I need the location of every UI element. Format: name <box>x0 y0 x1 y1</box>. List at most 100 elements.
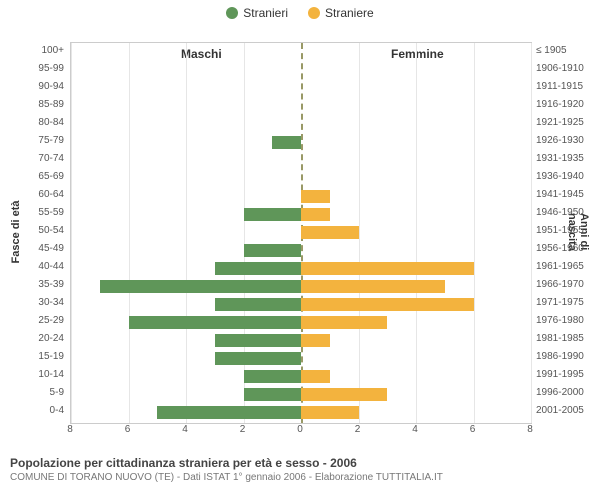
bar-male <box>244 208 302 221</box>
x-tick: 4 <box>412 424 418 435</box>
footer-title: Popolazione per cittadinanza straniera p… <box>10 456 590 470</box>
y-tick-birth: 1986-1990 <box>536 348 598 366</box>
bar-male <box>215 262 301 275</box>
y-tick-birth: 1981-1985 <box>536 330 598 348</box>
bar-female <box>301 406 359 419</box>
y-tick-age: 75-79 <box>4 132 64 150</box>
pyramid-row <box>71 61 531 79</box>
y-tick-birth: 1966-1970 <box>536 276 598 294</box>
pyramid-row <box>71 151 531 169</box>
legend-item-male: Stranieri <box>226 6 288 20</box>
pyramid-row <box>71 385 531 403</box>
y-tick-age: 10-14 <box>4 366 64 384</box>
bar-male <box>244 244 302 257</box>
bar-male <box>215 334 301 347</box>
footer: Popolazione per cittadinanza straniera p… <box>0 452 600 483</box>
pyramid-row <box>71 97 531 115</box>
bar-male <box>244 388 302 401</box>
x-tick: 2 <box>240 424 246 435</box>
pyramid-row <box>71 259 531 277</box>
bar-female <box>301 262 474 275</box>
y-tick-birth: 1946-1950 <box>536 204 598 222</box>
y-tick-age: 40-44 <box>4 258 64 276</box>
y-tick-age: 45-49 <box>4 240 64 258</box>
y-tick-age: 30-34 <box>4 294 64 312</box>
pyramid-row <box>71 133 531 151</box>
bar-male <box>129 316 302 329</box>
bar-male <box>157 406 301 419</box>
chart-area: Fasce di età Anni di nascita 100+95-9990… <box>0 22 600 452</box>
y-axis-right: ≤ 19051906-19101911-19151916-19201921-19… <box>532 42 598 422</box>
pyramid-row <box>71 277 531 295</box>
y-tick-age: 55-59 <box>4 204 64 222</box>
bar-male <box>215 298 301 311</box>
pyramid-row <box>71 295 531 313</box>
y-tick-birth: 2001-2005 <box>536 402 598 420</box>
y-tick-age: 100+ <box>4 42 64 60</box>
y-tick-birth: 1911-1915 <box>536 78 598 96</box>
y-tick-birth: 1941-1945 <box>536 186 598 204</box>
bar-male <box>215 352 301 365</box>
y-tick-birth: 1971-1975 <box>536 294 598 312</box>
bar-female <box>301 370 330 383</box>
bar-female <box>301 388 387 401</box>
pyramid-row <box>71 331 531 349</box>
y-tick-birth: 1951-1955 <box>536 222 598 240</box>
pyramid-row <box>71 367 531 385</box>
y-tick-birth: 1926-1930 <box>536 132 598 150</box>
y-tick-age: 15-19 <box>4 348 64 366</box>
bar-male <box>100 280 301 293</box>
y-tick-age: 50-54 <box>4 222 64 240</box>
legend-label-female: Straniere <box>325 6 374 20</box>
legend-item-female: Straniere <box>308 6 374 20</box>
x-tick: 8 <box>67 424 73 435</box>
y-tick-age: 70-74 <box>4 150 64 168</box>
y-tick-birth: 1936-1940 <box>536 168 598 186</box>
y-tick-age: 80-84 <box>4 114 64 132</box>
pyramid-row <box>71 349 531 367</box>
y-tick-birth: 1976-1980 <box>536 312 598 330</box>
bar-female <box>301 226 359 239</box>
y-axis-left: 100+95-9990-9485-8980-8475-7970-7465-696… <box>0 42 68 422</box>
y-tick-birth: ≤ 1905 <box>536 42 598 60</box>
y-tick-age: 60-64 <box>4 186 64 204</box>
y-tick-age: 25-29 <box>4 312 64 330</box>
footer-subtitle: COMUNE DI TORANO NUOVO (TE) - Dati ISTAT… <box>10 472 590 483</box>
bar-female <box>301 208 330 221</box>
y-tick-birth: 1931-1935 <box>536 150 598 168</box>
y-tick-age: 90-94 <box>4 78 64 96</box>
y-tick-birth: 1906-1910 <box>536 60 598 78</box>
bar-male <box>272 136 301 149</box>
x-tick: 8 <box>527 424 533 435</box>
legend-swatch-male <box>226 7 238 19</box>
x-tick: 6 <box>470 424 476 435</box>
y-tick-birth: 1961-1965 <box>536 258 598 276</box>
pyramid-row <box>71 169 531 187</box>
bar-female <box>301 298 474 311</box>
bar-female <box>301 190 330 203</box>
y-tick-birth: 1956-1960 <box>536 240 598 258</box>
y-tick-age: 0-4 <box>4 402 64 420</box>
pyramid-row <box>71 79 531 97</box>
y-tick-birth: 1996-2000 <box>536 384 598 402</box>
y-tick-birth: 1921-1925 <box>536 114 598 132</box>
y-tick-age: 35-39 <box>4 276 64 294</box>
x-axis: 0 2 2 4 4 6 6 8 8 <box>70 424 530 438</box>
pyramid-row <box>71 223 531 241</box>
bar-male <box>244 370 302 383</box>
pyramid-row <box>71 241 531 259</box>
pyramid-row <box>71 205 531 223</box>
x-tick: 2 <box>355 424 361 435</box>
legend-swatch-female <box>308 7 320 19</box>
x-tick: 0 <box>297 424 303 435</box>
y-tick-age: 20-24 <box>4 330 64 348</box>
x-tick: 6 <box>125 424 131 435</box>
pyramid-row <box>71 313 531 331</box>
pyramid-row <box>71 403 531 421</box>
y-tick-age: 95-99 <box>4 60 64 78</box>
bar-female <box>301 280 445 293</box>
y-tick-age: 85-89 <box>4 96 64 114</box>
bar-female <box>301 334 330 347</box>
pyramid-row <box>71 115 531 133</box>
x-tick: 4 <box>182 424 188 435</box>
